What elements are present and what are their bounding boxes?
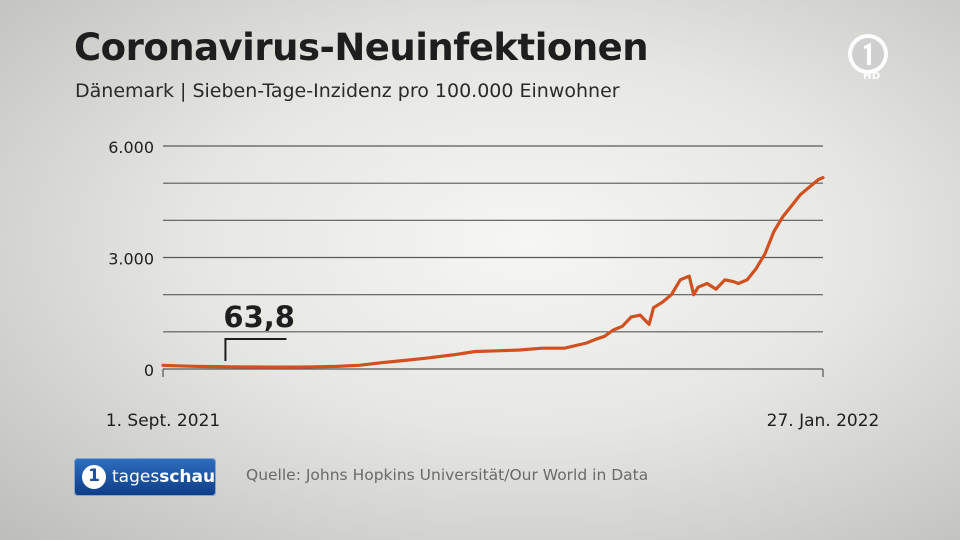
annotation-label: 63,8 — [223, 300, 295, 334]
tagesschau-logo: 1 tagesschau — [74, 458, 216, 496]
tagesschau-mark-icon: 1 — [82, 465, 106, 489]
series-line — [161, 176, 825, 369]
x-tick-label: 27. Jan. 2022 — [767, 411, 880, 431]
x-tick-label: 1. Sept. 2021 — [106, 411, 220, 431]
y-tick-label: 6.000 — [108, 138, 154, 157]
source-note: Quelle: Johns Hopkins Universität/Our Wo… — [246, 466, 649, 484]
hd-badge: HD — [863, 71, 881, 82]
ard-one-logo-icon — [846, 32, 890, 92]
y-tick-label: 0 — [144, 361, 154, 380]
annotation-bracket — [224, 338, 287, 361]
y-tick-label: 3.000 — [108, 250, 154, 269]
chart-subtitle: Dänemark | Sieben-Tage-Inzidenz pro 100.… — [75, 80, 620, 102]
tagesschau-wordmark: tagesschau — [112, 467, 216, 487]
chart-title: Coronavirus-Neuinfektionen — [74, 26, 649, 69]
